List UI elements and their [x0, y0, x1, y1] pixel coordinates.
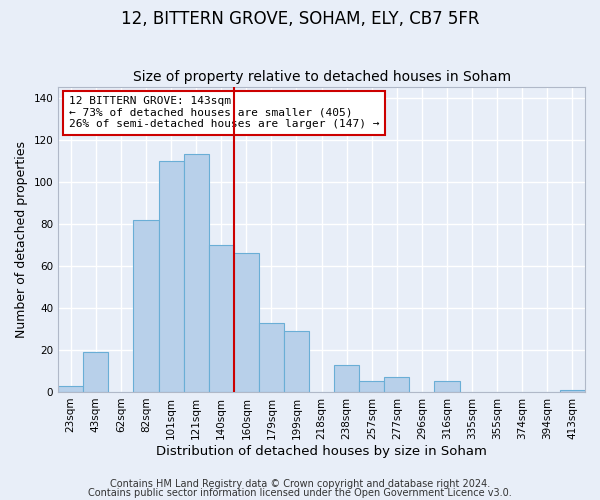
- Bar: [209, 245, 234, 392]
- Text: 12, BITTERN GROVE, SOHAM, ELY, CB7 5FR: 12, BITTERN GROVE, SOHAM, ELY, CB7 5FR: [121, 10, 479, 28]
- Bar: [560, 390, 585, 392]
- Bar: [434, 382, 460, 392]
- Bar: [184, 154, 209, 392]
- Bar: [284, 331, 309, 392]
- Bar: [133, 220, 158, 392]
- Bar: [58, 386, 83, 392]
- Bar: [385, 377, 409, 392]
- Text: Contains HM Land Registry data © Crown copyright and database right 2024.: Contains HM Land Registry data © Crown c…: [110, 479, 490, 489]
- X-axis label: Distribution of detached houses by size in Soham: Distribution of detached houses by size …: [156, 444, 487, 458]
- Bar: [158, 160, 184, 392]
- Bar: [259, 322, 284, 392]
- Bar: [359, 382, 385, 392]
- Bar: [334, 364, 359, 392]
- Text: Contains public sector information licensed under the Open Government Licence v3: Contains public sector information licen…: [88, 488, 512, 498]
- Text: 12 BITTERN GROVE: 143sqm
← 73% of detached houses are smaller (405)
26% of semi-: 12 BITTERN GROVE: 143sqm ← 73% of detach…: [69, 96, 379, 130]
- Title: Size of property relative to detached houses in Soham: Size of property relative to detached ho…: [133, 70, 511, 85]
- Bar: [234, 253, 259, 392]
- Y-axis label: Number of detached properties: Number of detached properties: [15, 141, 28, 338]
- Bar: [83, 352, 109, 392]
